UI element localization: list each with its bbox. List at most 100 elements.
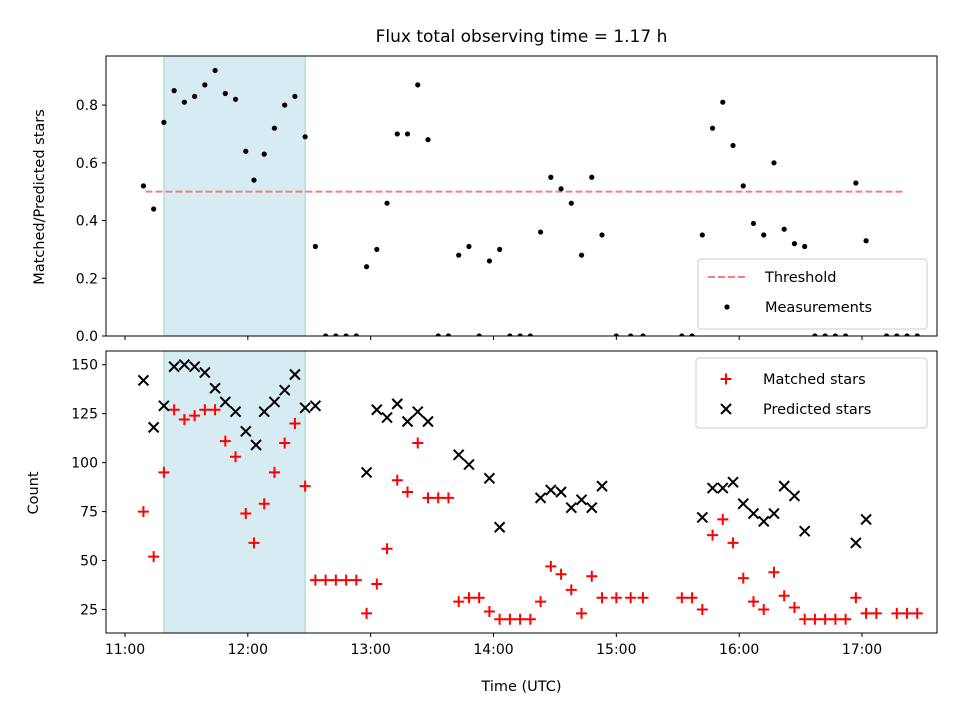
matched-star-marker-58 — [768, 566, 780, 578]
measurement-point-3 — [171, 88, 177, 94]
measurement-point-18 — [323, 333, 329, 336]
measurement-point-64 — [832, 333, 838, 336]
predicted-star-marker-42 — [758, 515, 770, 528]
measurement-point-8 — [222, 90, 228, 97]
matched-star-marker-22 — [361, 607, 373, 619]
matched-star-marker-3 — [168, 404, 180, 416]
matched-star-marker-53 — [717, 513, 729, 525]
measurement-point-26 — [404, 131, 411, 137]
measurement-point-13 — [271, 125, 278, 131]
matched-star-marker-5 — [189, 410, 201, 422]
measurement-point-2 — [161, 119, 167, 125]
matched-star-marker-10 — [240, 508, 252, 520]
predicted-star-marker-19 — [371, 404, 383, 416]
measurement-point-65 — [843, 333, 849, 336]
measurement-point-60 — [791, 241, 798, 247]
measurement-point-61 — [802, 243, 808, 250]
matched-star-marker-40 — [545, 560, 557, 572]
measurement-point-56 — [750, 220, 757, 227]
predicted-star-marker-16 — [299, 402, 311, 414]
predicted-star-marker-25 — [452, 449, 465, 461]
measurement-point-44 — [589, 174, 595, 180]
bottom-y-tick-label-0: 25 — [80, 603, 98, 619]
predicted-star-marker-28 — [493, 521, 506, 533]
matched-star-marker-68 — [870, 607, 882, 619]
x-tick-label-5: 16:00 — [719, 642, 759, 658]
predicted-star-marker-43 — [768, 507, 780, 520]
predicted-star-marker-40 — [737, 498, 749, 510]
matched-star-marker-13 — [268, 466, 280, 478]
measurement-point-42 — [568, 200, 574, 206]
matched-star-marker-4 — [178, 414, 190, 426]
measurement-point-32 — [466, 243, 472, 250]
top-highlight-band — [163, 56, 306, 336]
matched-star-marker-21 — [350, 574, 362, 586]
measurement-point-39 — [537, 229, 544, 235]
matched-star-marker-14 — [279, 437, 291, 449]
measurement-point-37 — [517, 333, 523, 336]
measurement-point-53 — [720, 99, 726, 105]
matched-star-marker-26 — [402, 486, 414, 498]
top-y-tick-label-1: 0.2 — [76, 271, 98, 287]
matched-star-marker-33 — [473, 592, 485, 604]
measurement-point-58 — [771, 160, 777, 166]
legend-predicted-swatch — [720, 403, 732, 415]
measurement-point-33 — [476, 333, 482, 336]
matched-star-marker-16 — [299, 480, 311, 492]
predicted-star-marker-37 — [706, 482, 719, 494]
matched-star-marker-65 — [840, 613, 852, 625]
top-axes-frame — [105, 55, 938, 337]
matched-star-marker-7 — [209, 404, 221, 416]
measurement-point-54 — [730, 142, 736, 149]
matched-star-marker-36 — [504, 613, 516, 625]
measurement-point-43 — [578, 252, 585, 258]
matched-star-marker-11 — [248, 537, 260, 549]
measurement-point-47 — [628, 333, 634, 336]
matched-star-marker-43 — [576, 607, 588, 619]
measurement-point-10 — [243, 148, 249, 154]
measurement-point-4 — [181, 99, 187, 105]
x-tick-label-2: 13:00 — [350, 642, 390, 658]
matched-star-marker-31 — [453, 596, 465, 608]
measurement-point-17 — [312, 243, 318, 250]
predicted-star-marker-32 — [565, 501, 578, 514]
measurement-point-29 — [435, 333, 441, 336]
measurement-point-62 — [812, 333, 818, 336]
matched-star-marker-59 — [778, 590, 790, 602]
predicted-star-marker-46 — [798, 525, 811, 537]
measurement-point-19 — [333, 333, 339, 336]
predicted-star-marker-39 — [727, 476, 739, 488]
matched-star-marker-35 — [494, 613, 506, 625]
matched-star-marker-37 — [514, 613, 526, 625]
measurement-point-68 — [883, 333, 890, 336]
matched-star-marker-55 — [737, 572, 749, 584]
measurement-point-27 — [415, 82, 421, 88]
predicted-star-marker-6 — [199, 366, 211, 379]
matched-star-marker-42 — [565, 584, 577, 596]
matched-star-marker-64 — [829, 613, 841, 625]
measurement-point-69 — [894, 333, 900, 336]
predicted-star-marker-9 — [229, 406, 242, 418]
matched-star-marker-60 — [788, 602, 800, 614]
measurement-point-5 — [192, 93, 198, 100]
x-tick-label-1: 12:00 — [228, 642, 268, 658]
measurement-point-45 — [599, 232, 605, 238]
matched-star-marker-17 — [309, 574, 321, 586]
matched-star-marker-46 — [610, 592, 622, 604]
x-axis-label: Time (UTC) — [480, 679, 561, 695]
predicted-star-marker-24 — [422, 415, 434, 428]
predicted-star-marker-1 — [147, 421, 160, 434]
matched-star-marker-28 — [422, 492, 434, 504]
x-tick-label-6: 17:00 — [842, 642, 882, 658]
bottom-y-tick-label-2: 75 — [80, 505, 98, 521]
measurement-point-63 — [822, 333, 828, 336]
legend-matched-label: Matched stars — [763, 372, 866, 388]
measurement-point-21 — [353, 333, 359, 336]
measurement-point-7 — [212, 67, 218, 74]
matched-star-marker-30 — [442, 492, 454, 504]
measurement-point-70 — [904, 333, 910, 336]
predicted-star-marker-14 — [278, 384, 291, 396]
top-legend-box — [697, 258, 928, 330]
matched-star-marker-15 — [289, 417, 301, 429]
top-y-axis-label: Matched/Predicted stars — [32, 109, 48, 285]
